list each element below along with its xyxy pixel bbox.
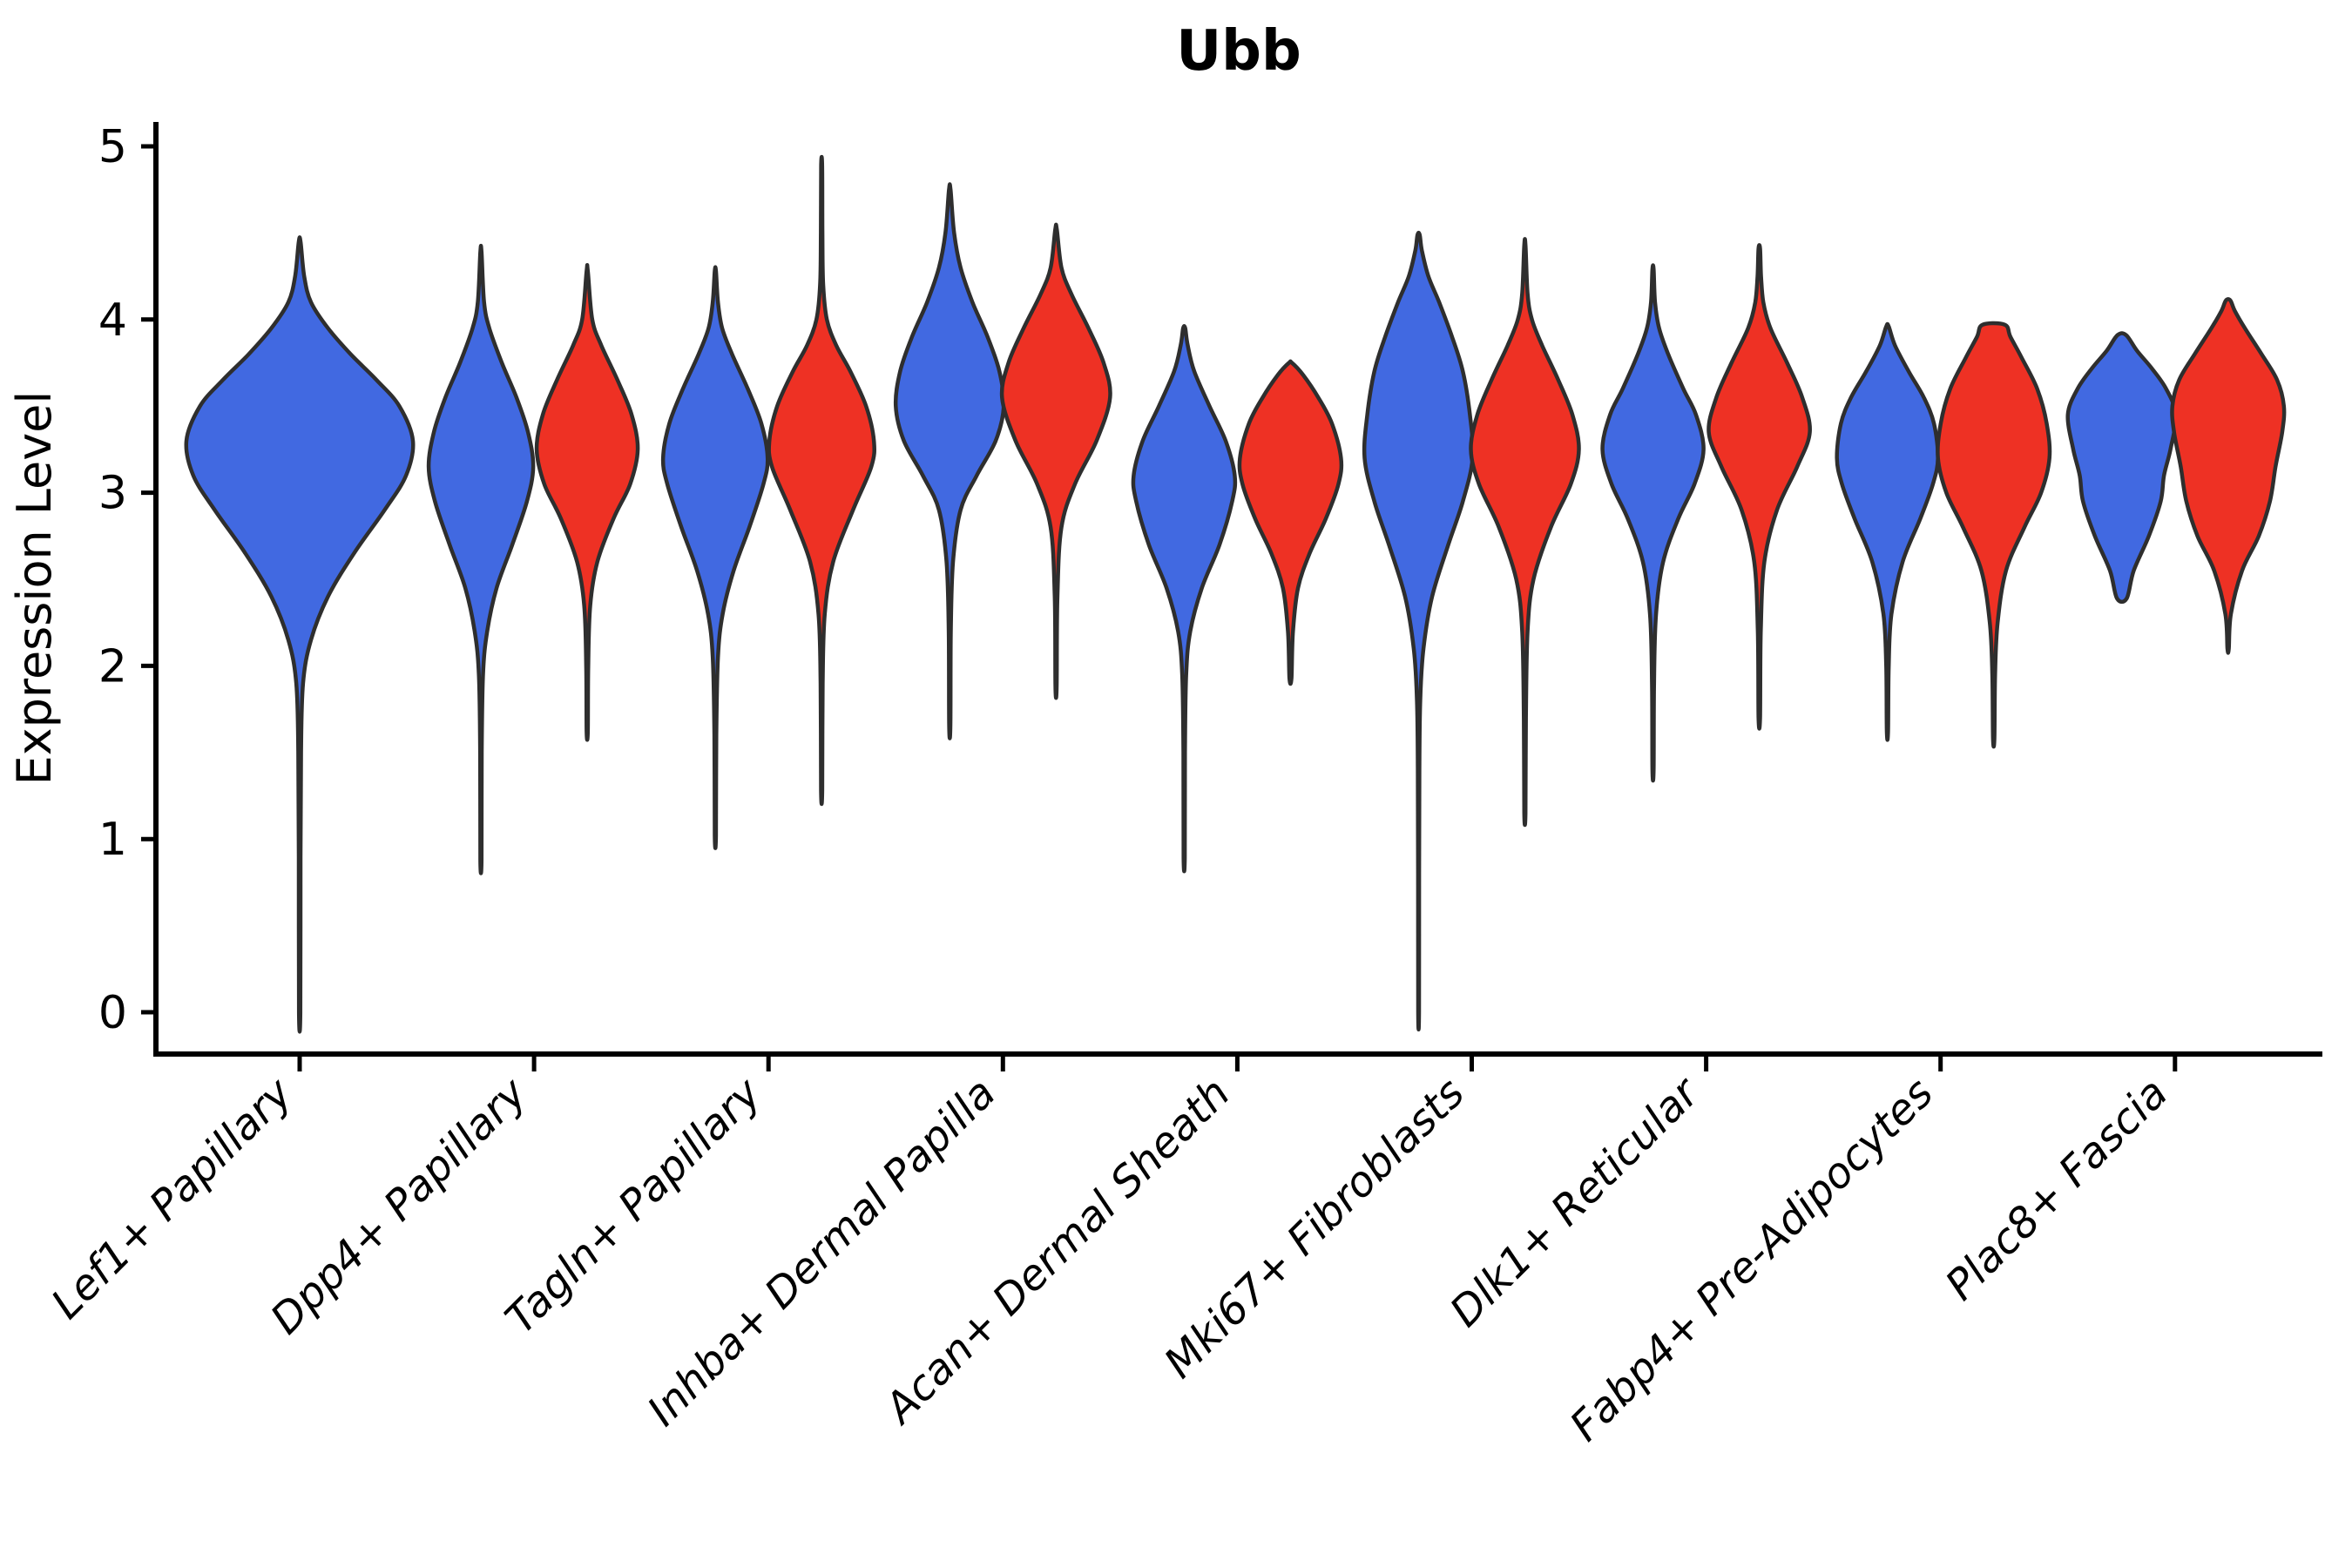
violin-red-dlk1-reticular: [1707, 243, 1812, 731]
y-tick-label: 0: [98, 987, 127, 1039]
violins-layer: [184, 154, 2287, 1034]
violin-red-mki67-fibroblasts: [1469, 237, 1581, 828]
violin-blue-fabp4-pre-adipocytes: [1835, 321, 1940, 742]
violin-blue-dpp4-papillary: [426, 243, 536, 875]
violin-red-fabp4-pre-adipocytes: [1936, 321, 2052, 749]
y-tick-label: 5: [98, 121, 127, 173]
y-ticks-layer: 0 1 2 3 4 5: [98, 121, 156, 1039]
y-tick-label: 2: [98, 640, 127, 693]
violin-red-dpp4-papillary: [534, 262, 640, 742]
chart-title: Ubb: [1176, 19, 1301, 84]
y-tick-label: 1: [98, 814, 127, 866]
violin-red-inhba-dermal-papilla: [999, 222, 1112, 700]
violin-blue-plac8-fascia: [2065, 331, 2179, 605]
violin-blue-dlk1-reticular: [1600, 263, 1706, 783]
violin-blue-inhba-dermal-papilla: [893, 182, 1006, 740]
violin-blue-tagln-papillary: [660, 265, 770, 850]
violin-blue-acan-dermal-sheath: [1131, 323, 1238, 874]
y-tick-label: 4: [98, 294, 127, 347]
y-axis-label: Expression Level: [7, 391, 62, 786]
violin-blue-mki67-fibroblasts: [1362, 230, 1476, 1032]
violin-red-plac8-fascia: [2170, 297, 2287, 655]
y-tick-label: 3: [98, 468, 127, 520]
violin-blue-lef1-papillary: [184, 235, 416, 1034]
violin-red-tagln-papillary: [767, 154, 876, 807]
violin-red-acan-dermal-sheath: [1237, 359, 1344, 686]
